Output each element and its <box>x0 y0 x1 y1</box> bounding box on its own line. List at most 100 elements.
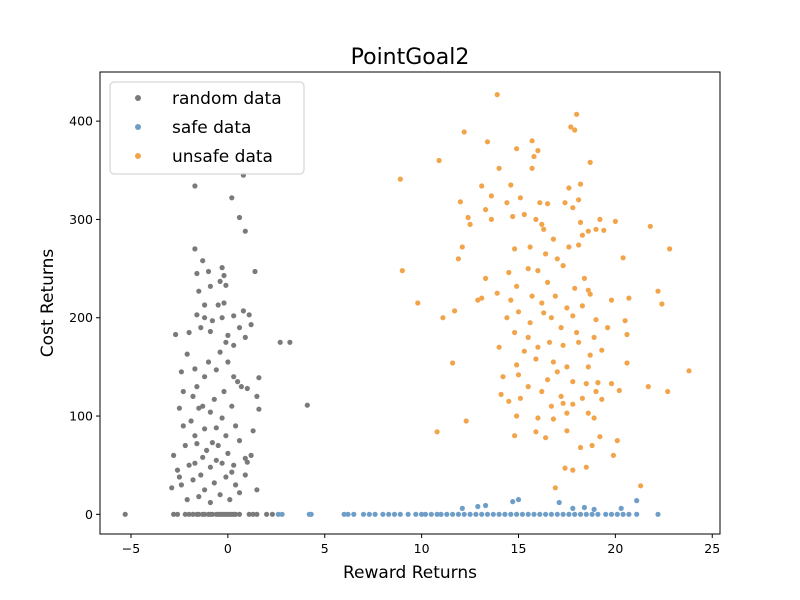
data-point <box>229 469 235 475</box>
data-point <box>231 374 237 380</box>
data-point <box>256 406 262 412</box>
data-point <box>122 511 128 517</box>
data-point <box>531 511 537 517</box>
data-point <box>511 246 518 252</box>
data-point <box>198 472 204 478</box>
data-point <box>564 364 570 370</box>
data-point <box>494 290 500 296</box>
data-point <box>554 256 560 262</box>
legend-label-unsafe: unsafe data <box>172 147 273 167</box>
data-point <box>490 511 496 517</box>
data-point <box>479 511 485 517</box>
data-point <box>576 197 582 203</box>
data-point <box>634 511 640 517</box>
data-point <box>459 505 465 511</box>
data-point <box>537 511 543 517</box>
data-point <box>304 402 310 408</box>
data-point <box>219 265 225 271</box>
data-point <box>221 300 227 306</box>
data-point <box>246 312 252 318</box>
data-point <box>593 388 599 395</box>
data-point <box>529 293 535 299</box>
data-point <box>638 483 644 489</box>
data-point <box>562 465 568 471</box>
data-point <box>209 511 215 517</box>
data-point <box>624 331 630 338</box>
data-point <box>564 410 570 416</box>
legend: random data safe data unsafe data <box>109 81 305 175</box>
data-point <box>545 377 551 383</box>
data-point <box>626 295 632 301</box>
legend-label-safe: safe data <box>172 118 251 138</box>
y-tick-label: 300 <box>69 212 93 227</box>
data-point <box>511 433 518 439</box>
data-point <box>593 226 599 232</box>
data-point <box>205 268 212 275</box>
data-point <box>434 429 440 435</box>
data-point <box>174 511 181 517</box>
data-point <box>483 275 489 281</box>
data-point <box>597 216 603 222</box>
data-point <box>527 244 533 250</box>
data-point <box>236 438 243 444</box>
data-point <box>554 369 560 375</box>
data-point <box>634 498 640 504</box>
data-point <box>533 216 539 222</box>
data-point <box>415 300 421 306</box>
data-point <box>422 511 429 517</box>
data-point <box>455 256 461 262</box>
data-point <box>612 218 619 224</box>
data-point <box>242 228 248 234</box>
data-point <box>572 127 578 133</box>
data-point <box>171 511 177 517</box>
data-point <box>525 511 531 517</box>
data-point <box>192 366 198 372</box>
data-point <box>560 263 566 269</box>
data-point <box>545 279 551 285</box>
data-point <box>498 391 504 397</box>
data-point <box>603 511 609 517</box>
data-point <box>624 360 630 366</box>
data-point <box>514 413 520 419</box>
data-point <box>254 511 260 517</box>
data-point <box>178 369 184 375</box>
data-point <box>515 497 522 503</box>
data-point <box>242 334 248 340</box>
data-point <box>215 442 221 449</box>
data-point <box>450 511 456 517</box>
data-point <box>539 300 545 306</box>
data-point <box>595 511 601 517</box>
data-point <box>574 329 580 336</box>
data-point <box>525 384 531 390</box>
data-point <box>583 381 589 387</box>
data-point <box>533 356 539 362</box>
data-point <box>585 410 591 416</box>
data-point <box>484 511 491 517</box>
data-point <box>488 193 494 199</box>
data-point <box>655 511 661 517</box>
data-point <box>595 380 601 386</box>
data-point <box>236 325 243 331</box>
data-point <box>244 459 250 465</box>
data-point <box>438 511 444 517</box>
y-axis: 0 100 200 300 400 <box>69 114 100 522</box>
data-point <box>380 511 386 517</box>
y-tick-label: 100 <box>69 409 93 424</box>
data-point <box>434 511 440 517</box>
data-point <box>537 200 543 206</box>
data-point <box>667 246 673 252</box>
data-point <box>570 379 576 385</box>
data-point <box>581 275 588 281</box>
data-point <box>209 440 215 446</box>
data-point <box>515 309 522 315</box>
data-point <box>502 511 508 517</box>
data-point <box>225 332 231 338</box>
data-point <box>279 511 285 517</box>
data-point <box>223 433 229 439</box>
data-point <box>558 393 564 399</box>
data-point <box>560 342 566 348</box>
legend-marker-unsafe <box>135 153 141 159</box>
data-point <box>583 511 589 517</box>
data-point <box>572 511 578 517</box>
data-point <box>215 302 221 308</box>
